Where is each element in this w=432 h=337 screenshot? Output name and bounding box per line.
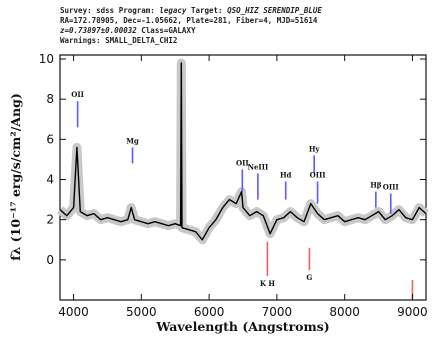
line-label: OIII — [310, 171, 326, 180]
target-value: QSO_HIZ SERENDIP_BLUE — [227, 6, 322, 15]
spectrum-line — [59, 62, 427, 241]
x-axis-ticks: 4000 5000 6000 7000 8000 9000 — [58, 55, 428, 319]
header-line-1: Survey: sdss Program: legacy Target: QSO… — [60, 6, 432, 16]
spectrum-header: Survey: sdss Program: legacy Target: QSO… — [60, 6, 432, 46]
redshift-value: z=0.73897±0.00032 — [60, 26, 137, 35]
y-tick-label: 6 — [46, 132, 54, 146]
y-tick-label: 0 — [46, 253, 54, 267]
x-tick-label: 8000 — [329, 305, 360, 319]
line-label: Hd — [280, 171, 292, 180]
y-axis-ticks: 0 2 4 6 8 10 — [39, 52, 426, 267]
line-label: Hy — [309, 144, 321, 153]
x-axis-title: Wavelength (Angstroms) — [155, 319, 329, 334]
line-label: NeIII — [248, 162, 269, 171]
y-tick-label: 2 — [46, 213, 54, 227]
class-value: Class=GALAXY — [141, 26, 196, 35]
line-label: Hβ — [370, 181, 382, 190]
target-label: Target: — [190, 6, 223, 15]
header-line-4: Warnings: SMALL_DELTA_CHI2 — [60, 36, 178, 45]
error-band — [56, 58, 429, 245]
header-line-3: z=0.73897±0.00032 Class=GALAXY — [60, 26, 432, 36]
x-tick-label: 9000 — [397, 305, 428, 319]
error-band-path — [56, 58, 429, 245]
x-tick-label: 4000 — [58, 305, 89, 319]
line-label: G — [306, 273, 312, 282]
survey-value: sdss — [96, 6, 115, 15]
line-label: K H — [260, 279, 276, 288]
spectrum-series — [59, 62, 427, 241]
x-tick-label: 7000 — [262, 305, 293, 319]
program-label: Program: — [118, 6, 155, 15]
y-tick-label: 4 — [46, 173, 54, 187]
y-tick-label: 8 — [46, 92, 54, 106]
y-axis-title: fλ (10⁻¹⁷ erg/s/cm²/Ang) — [8, 93, 23, 260]
survey-label: Survey: — [60, 6, 92, 15]
y-tick-label: 10 — [39, 52, 54, 66]
header-line-2: RA=172.78905, Dec=-1.05662, Plate=281, F… — [60, 16, 318, 25]
line-label: OII — [236, 158, 249, 167]
line-label: OII — [71, 90, 84, 99]
x-tick-label: 5000 — [126, 305, 157, 319]
x-tick-label: 6000 — [194, 305, 225, 319]
line-label: OIII — [383, 183, 399, 192]
program-value: legacy — [159, 6, 187, 15]
line-label: Mg — [126, 136, 139, 145]
plot-frame — [59, 54, 427, 301]
